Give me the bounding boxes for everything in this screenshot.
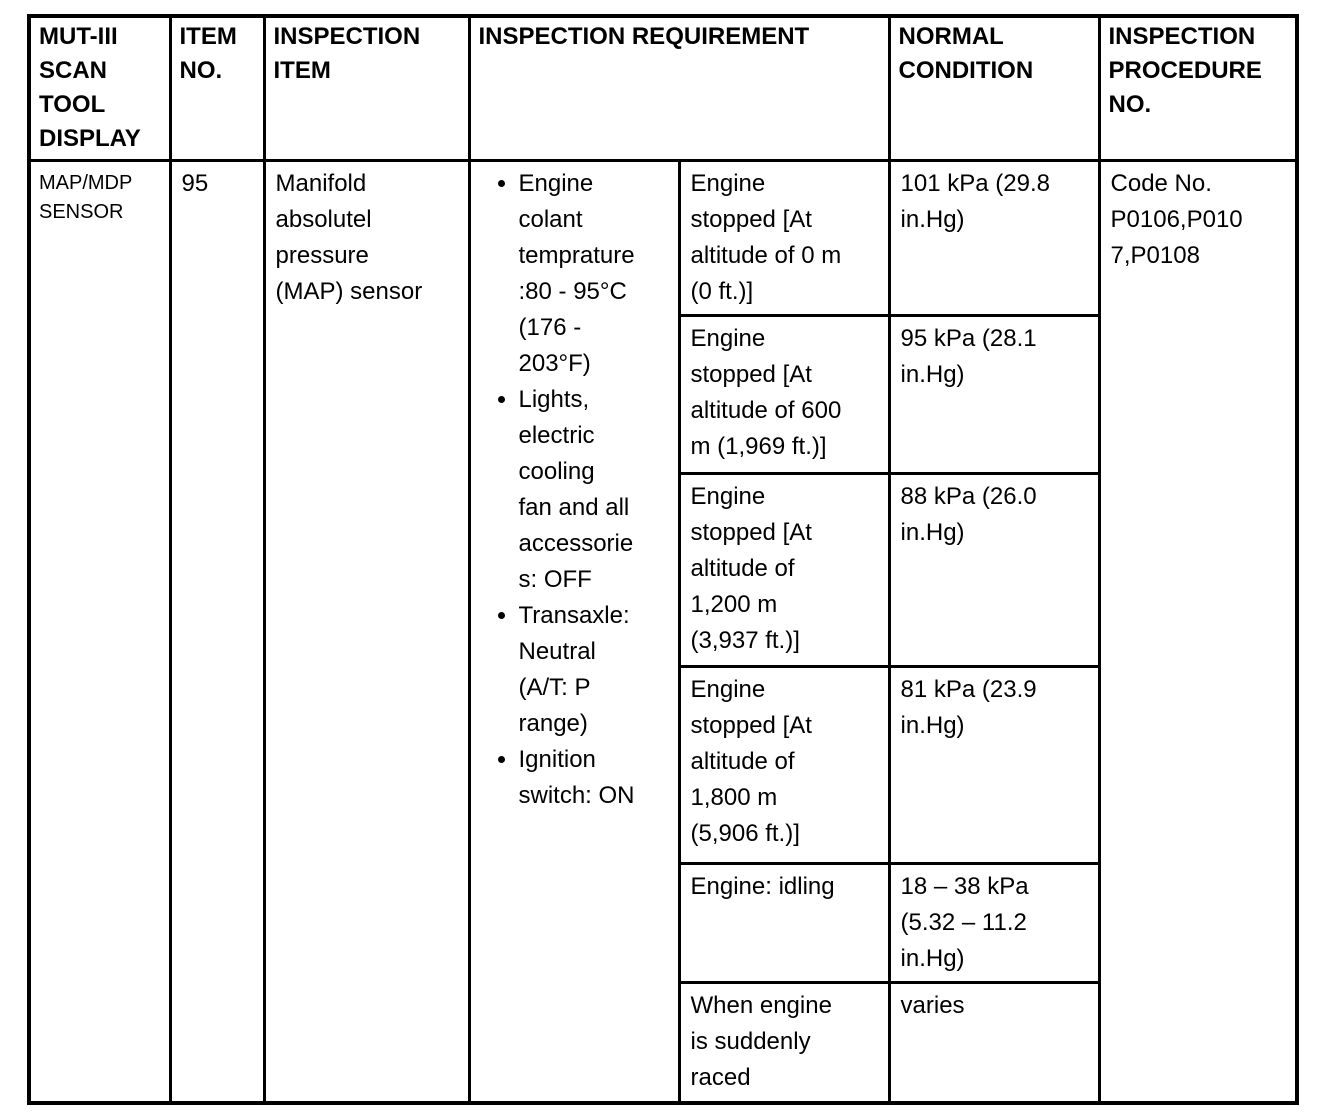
cell-condition: When engine is suddenly raced	[677, 980, 891, 1105]
cell-condition: Engine stopped [At altitude of 1,800 m (…	[677, 664, 891, 865]
condition-row: Engine stopped [At altitude of 1,800 m (…	[29, 664, 1297, 865]
header-scan-tool-display: MUT-III SCAN TOOL DISPLAY	[27, 14, 172, 162]
condition-row: Engine: idling 18 – 38 kPa (5.32 – 11.2 …	[29, 861, 1297, 984]
cell-condition: Engine: idling	[677, 861, 891, 984]
cell-inspection-item: Manifold absolutel pressure (MAP) sensor	[262, 158, 471, 1105]
cell-condition: Engine stopped [At altitude of 1,200 m (…	[677, 471, 891, 668]
cell-normal-condition: 101 kPa (29.8 in.Hg)	[887, 158, 1101, 317]
inspection-table: MUT-III SCAN TOOL DISPLAY ITEM NO. INSPE…	[27, 14, 1300, 1105]
cell-inspection-requirement: Engine colant temprature :80 - 95°C (176…	[467, 158, 681, 1105]
header-item-no: ITEM NO.	[168, 14, 266, 162]
cell-normal-condition: varies	[887, 980, 1101, 1105]
header-inspection-procedure-no: INSPECTION PROCEDURE NO.	[1097, 14, 1299, 162]
cell-item-no: 95	[168, 158, 266, 1105]
condition-row: Engine stopped [At altitude of 600 m (1,…	[29, 313, 1297, 475]
requirement-bullet: Engine colant temprature :80 - 95°C (176…	[519, 166, 635, 382]
cell-condition: Engine stopped [At altitude of 0 m (0 ft…	[677, 158, 891, 317]
cell-condition: Engine stopped [At altitude of 600 m (1,…	[677, 313, 891, 475]
cell-procedure-no: Code No. P0106,P0107,P0108	[1097, 158, 1299, 1105]
cell-normal-condition: 95 kPa (28.1 in.Hg)	[887, 313, 1101, 475]
header-row: MUT-III SCAN TOOL DISPLAY ITEM NO. INSPE…	[27, 14, 1299, 162]
cell-normal-condition: 18 – 38 kPa (5.32 – 11.2 in.Hg)	[887, 861, 1101, 984]
header-inspection-requirement: INSPECTION REQUIREMENT	[467, 14, 891, 162]
cell-scan-tool-display: MAP/MDP SENSOR	[27, 158, 172, 1105]
requirement-bullet-list: Engine colant temprature :80 - 95°C (176…	[471, 166, 678, 814]
header-inspection-item: INSPECTION ITEM	[262, 14, 471, 162]
requirement-bullet: Lights, electric cooling fan and all acc…	[519, 382, 635, 598]
cell-normal-condition: 88 kPa (26.0 in.Hg)	[887, 471, 1101, 668]
condition-row: Engine stopped [At altitude of 1,200 m (…	[29, 471, 1297, 668]
header-normal-condition: NORMAL CONDITION	[887, 14, 1101, 162]
requirement-bullet: Ignition switch: ON	[519, 742, 635, 814]
condition-row: When engine is suddenly raced varies	[29, 980, 1297, 1105]
condition-row: MAP/MDP SENSOR 95 Manifold absolutel pre…	[27, 158, 1299, 1105]
requirement-bullet: Transaxle: Neutral (A/T: P range)	[519, 598, 635, 742]
cell-normal-condition: 81 kPa (23.9 in.Hg)	[887, 664, 1101, 865]
